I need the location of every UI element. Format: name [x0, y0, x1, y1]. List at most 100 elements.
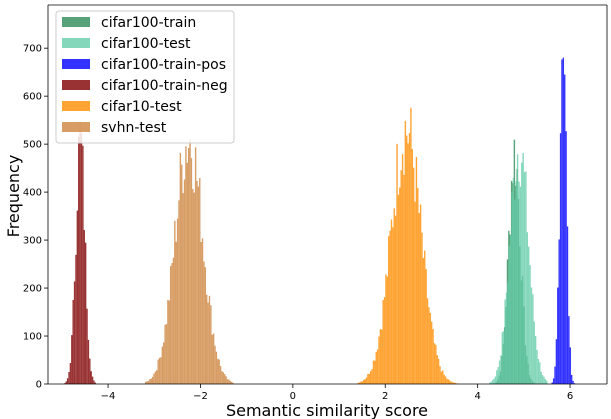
histogram-bar: [229, 380, 231, 384]
histogram-bar: [157, 359, 159, 384]
legend-box: [55, 10, 235, 144]
histogram-bar: [446, 378, 448, 384]
histogram-bar: [496, 370, 498, 384]
histogram-bar: [178, 200, 180, 384]
histogram-bar: [172, 257, 175, 384]
histogram-bar: [156, 370, 158, 384]
legend-label: cifar100-train-pos: [101, 57, 226, 73]
histogram-bar: [219, 366, 222, 384]
histogram-bar: [444, 376, 447, 384]
histogram-bar: [539, 362, 541, 384]
histogram-bar: [200, 241, 202, 384]
histogram-bar: [80, 133, 83, 384]
legend-item: cifar100-train-pos: [62, 57, 226, 73]
histogram-bar: [411, 149, 413, 384]
histogram-bar: [501, 332, 504, 384]
histogram-bar: [404, 120, 407, 384]
x-tick-label: 0: [290, 391, 296, 402]
histogram-bar: [375, 351, 377, 384]
histogram-bar: [210, 305, 212, 384]
histogram-bar: [421, 232, 423, 384]
histogram-bar: [397, 194, 400, 384]
histogram-bar: [382, 300, 384, 384]
histogram-bar: [491, 380, 494, 384]
histogram-bar: [530, 287, 533, 384]
histogram-bar: [386, 276, 389, 384]
histogram-bar: [408, 133, 411, 384]
histogram-bar: [372, 360, 375, 384]
histogram-bar: [385, 274, 387, 384]
legend-label: svhn-test: [101, 120, 167, 136]
legend-swatch: [62, 122, 90, 132]
histogram-bar: [504, 299, 506, 384]
histogram-bar: [418, 213, 420, 384]
histogram-bar: [83, 230, 85, 384]
histogram-bar: [565, 131, 567, 384]
histogram-bar: [392, 227, 394, 384]
histogram-bar: [358, 382, 361, 384]
legend-swatch: [62, 17, 90, 27]
series-svhn-test: [145, 139, 234, 384]
histogram-bar: [564, 74, 566, 384]
histogram-bar: [450, 381, 452, 384]
histogram-bar: [393, 208, 395, 384]
series-cifar100-test: [489, 152, 548, 384]
histogram-bar: [453, 382, 455, 384]
histogram-bar: [449, 380, 451, 384]
histogram-bar: [493, 378, 495, 384]
histogram-bar: [163, 342, 165, 384]
histogram-bar: [149, 379, 151, 384]
axes-frame: [47, 4, 608, 385]
histogram-bar: [451, 382, 454, 384]
legend-swatch: [62, 101, 90, 111]
histogram-bar: [68, 371, 70, 384]
histogram-bar: [526, 232, 528, 384]
histogram-bar: [232, 382, 234, 384]
histogram-bar: [151, 376, 154, 384]
histogram-bar: [500, 355, 502, 384]
histogram-bar: [181, 164, 183, 384]
histogram-bar: [514, 199, 516, 384]
histogram-bar: [561, 59, 563, 384]
histogram-bar: [523, 172, 526, 384]
histogram-bar: [197, 186, 200, 384]
y-tick-label: 400: [23, 188, 42, 199]
histogram-bar: [150, 378, 152, 384]
histogram-bar: [69, 363, 72, 384]
legend-swatch: [62, 59, 90, 69]
histogram-bar: [568, 316, 570, 384]
histogram-bar: [201, 238, 204, 384]
histogram-bar: [169, 266, 172, 384]
histogram-bar: [224, 374, 226, 384]
histogram-bar: [146, 381, 148, 384]
x-tick-label: 2: [382, 391, 388, 402]
histogram-bar: [217, 358, 219, 384]
y-tick-label: 700: [23, 44, 42, 55]
legend-label: cifar100-train: [101, 15, 196, 31]
histogram-bar: [447, 379, 450, 384]
histogram-bar: [522, 152, 524, 384]
histogram-bar: [521, 162, 523, 384]
histogram-bar: [230, 381, 233, 384]
histogram-bar: [79, 122, 81, 385]
histogram-bar: [185, 146, 187, 384]
histogram-bar: [90, 371, 92, 384]
histogram-bar: [508, 245, 510, 384]
histogram-bar: [439, 366, 441, 384]
histogram-bar: [165, 324, 168, 384]
histogram-bar: [147, 380, 150, 384]
histogram-bar: [71, 335, 73, 384]
histogram-bar: [182, 193, 184, 384]
histogram-bar: [403, 174, 405, 384]
legend-item: cifar10-test: [62, 99, 182, 115]
histogram-bar: [208, 295, 211, 384]
histogram-bar: [442, 370, 444, 384]
histogram-bar: [414, 201, 416, 384]
histogram-bar: [558, 239, 560, 384]
histogram-bar: [89, 358, 91, 384]
histogram-bar: [161, 346, 164, 384]
histogram-bar: [562, 57, 565, 385]
histogram-bar: [544, 379, 547, 384]
histogram-bar: [145, 381, 147, 384]
y-tick-label: 200: [23, 284, 42, 295]
